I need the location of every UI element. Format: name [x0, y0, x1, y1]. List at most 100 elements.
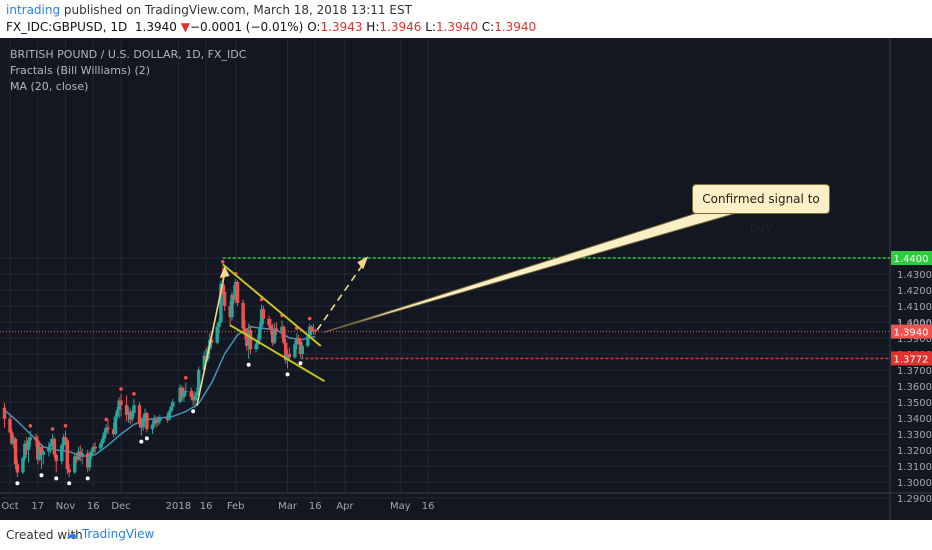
- y-tick-label: 1.3500: [897, 398, 932, 409]
- x-tick-label: Mar: [278, 501, 298, 512]
- candle-body: [222, 291, 227, 306]
- candle-body: [293, 344, 297, 358]
- candle-body: [180, 387, 184, 398]
- last-price: 1.3940: [134, 20, 177, 34]
- tradingview-cloud-icon: ☁: [66, 527, 78, 541]
- candle-body: [274, 328, 279, 332]
- fractal-down-marker: [85, 476, 90, 481]
- y-tick-label: 1.3900: [897, 334, 932, 345]
- candle-body: [100, 438, 105, 444]
- x-tick-label: Oct: [1, 501, 18, 512]
- y-tick-label: 1.3600: [897, 382, 932, 393]
- candle-body: [61, 437, 66, 446]
- price-change: −0.0001 (−0.01%): [189, 20, 304, 34]
- candle-body: [283, 342, 288, 361]
- price-chart[interactable]: 1.43001.42001.41001.40001.39901.39001.38…: [0, 38, 932, 520]
- candle-body: [130, 413, 134, 420]
- candle-body: [126, 411, 131, 415]
- candle-body: [26, 440, 31, 450]
- candle-body: [300, 346, 304, 354]
- candle-body: [209, 339, 214, 343]
- candle-body: [102, 432, 107, 439]
- candle-body: [193, 395, 197, 401]
- y-tick-label: 1.3400: [897, 414, 932, 425]
- candle-body: [221, 283, 225, 292]
- author-link[interactable]: intrading: [6, 3, 61, 17]
- candle-body: [309, 326, 314, 332]
- price-label-text: 1.4400: [894, 254, 929, 265]
- candle-body: [178, 387, 182, 402]
- y-tick-label: 1.3300: [897, 430, 932, 441]
- high-value: 1.3946: [379, 20, 422, 34]
- candle-body: [232, 294, 236, 300]
- candle-body: [8, 418, 12, 433]
- candle-body: [91, 446, 95, 452]
- candle-body: [197, 370, 201, 393]
- candle-body: [184, 390, 188, 393]
- price-label-box: [891, 324, 932, 339]
- down-arrow-icon: ▼: [180, 20, 190, 34]
- candle-body: [156, 421, 160, 423]
- x-tick-label: 16: [422, 501, 435, 512]
- y-tick-label: 1.3700: [897, 366, 932, 377]
- candle-body: [272, 328, 277, 343]
- candle-body: [195, 392, 199, 396]
- fractal-down-marker: [191, 409, 196, 414]
- price-label-text: 1.3940: [894, 328, 929, 339]
- candle-body: [111, 429, 116, 434]
- candle-body: [23, 443, 27, 458]
- y-tick-label: 1.3000: [897, 478, 932, 489]
- fractal-down-marker: [15, 481, 20, 486]
- candle-body: [269, 325, 273, 330]
- close-label: C:: [481, 20, 495, 34]
- fractal-up-marker: [132, 392, 136, 396]
- fractal-down-marker: [246, 362, 251, 367]
- y-tick-label: 1.4300: [897, 270, 932, 281]
- candle-body: [287, 354, 292, 358]
- candle-body: [39, 446, 44, 455]
- tradingview-logo[interactable]: ☁ TradingView: [66, 527, 154, 541]
- chart-area[interactable]: 1.43001.42001.41001.40001.39901.39001.38…: [0, 38, 932, 520]
- candle-body: [167, 411, 171, 420]
- ma-line: [3, 326, 316, 458]
- candle-body: [254, 344, 258, 350]
- candle-body: [93, 446, 97, 449]
- fractal-up-marker: [307, 316, 312, 321]
- channel-lower-line: [229, 324, 326, 383]
- fractal-up-marker: [104, 417, 108, 422]
- indicator-fractals[interactable]: Fractals (Bill Williams) (2): [10, 64, 151, 77]
- projection-arrow-head: [357, 256, 369, 270]
- candle-body: [119, 400, 123, 406]
- low-label: L:: [425, 20, 436, 34]
- candle-body: [248, 330, 253, 350]
- candle-body: [267, 318, 271, 326]
- candle-body: [143, 413, 147, 418]
- indicator-ma[interactable]: MA (20, close): [10, 80, 89, 93]
- candle-body: [41, 451, 45, 455]
- candle-body: [313, 330, 317, 332]
- price-label-box: [891, 351, 932, 366]
- candle-body: [13, 438, 18, 465]
- candle-body: [36, 440, 40, 460]
- candle-body: [306, 336, 310, 346]
- fractal-down-marker: [67, 481, 72, 486]
- candle-body: [54, 454, 58, 462]
- candle-body: [234, 282, 238, 300]
- candle-body: [60, 445, 64, 462]
- candle-body: [308, 326, 312, 337]
- candle-body: [191, 397, 195, 401]
- chart-title: BRITISH POUND / U.S. DOLLAR, 1D, FX_IDC: [10, 48, 247, 61]
- y-tick-label: 1.2900: [897, 494, 932, 505]
- candle-body: [145, 413, 149, 430]
- created-with-text: Created with: [6, 528, 83, 542]
- fractal-down-marker: [285, 372, 290, 377]
- fractal-down-marker: [54, 476, 59, 481]
- symbol-label: FX_IDC:GBPUSD, 1D: [6, 20, 128, 34]
- candle-body: [246, 330, 251, 346]
- price-label-text: 1.3772: [894, 354, 929, 365]
- candle-body: [298, 341, 303, 354]
- fractal-down-marker: [139, 439, 144, 444]
- price-label-box: [891, 251, 932, 265]
- candle-body: [154, 419, 158, 423]
- candle-body: [87, 456, 92, 468]
